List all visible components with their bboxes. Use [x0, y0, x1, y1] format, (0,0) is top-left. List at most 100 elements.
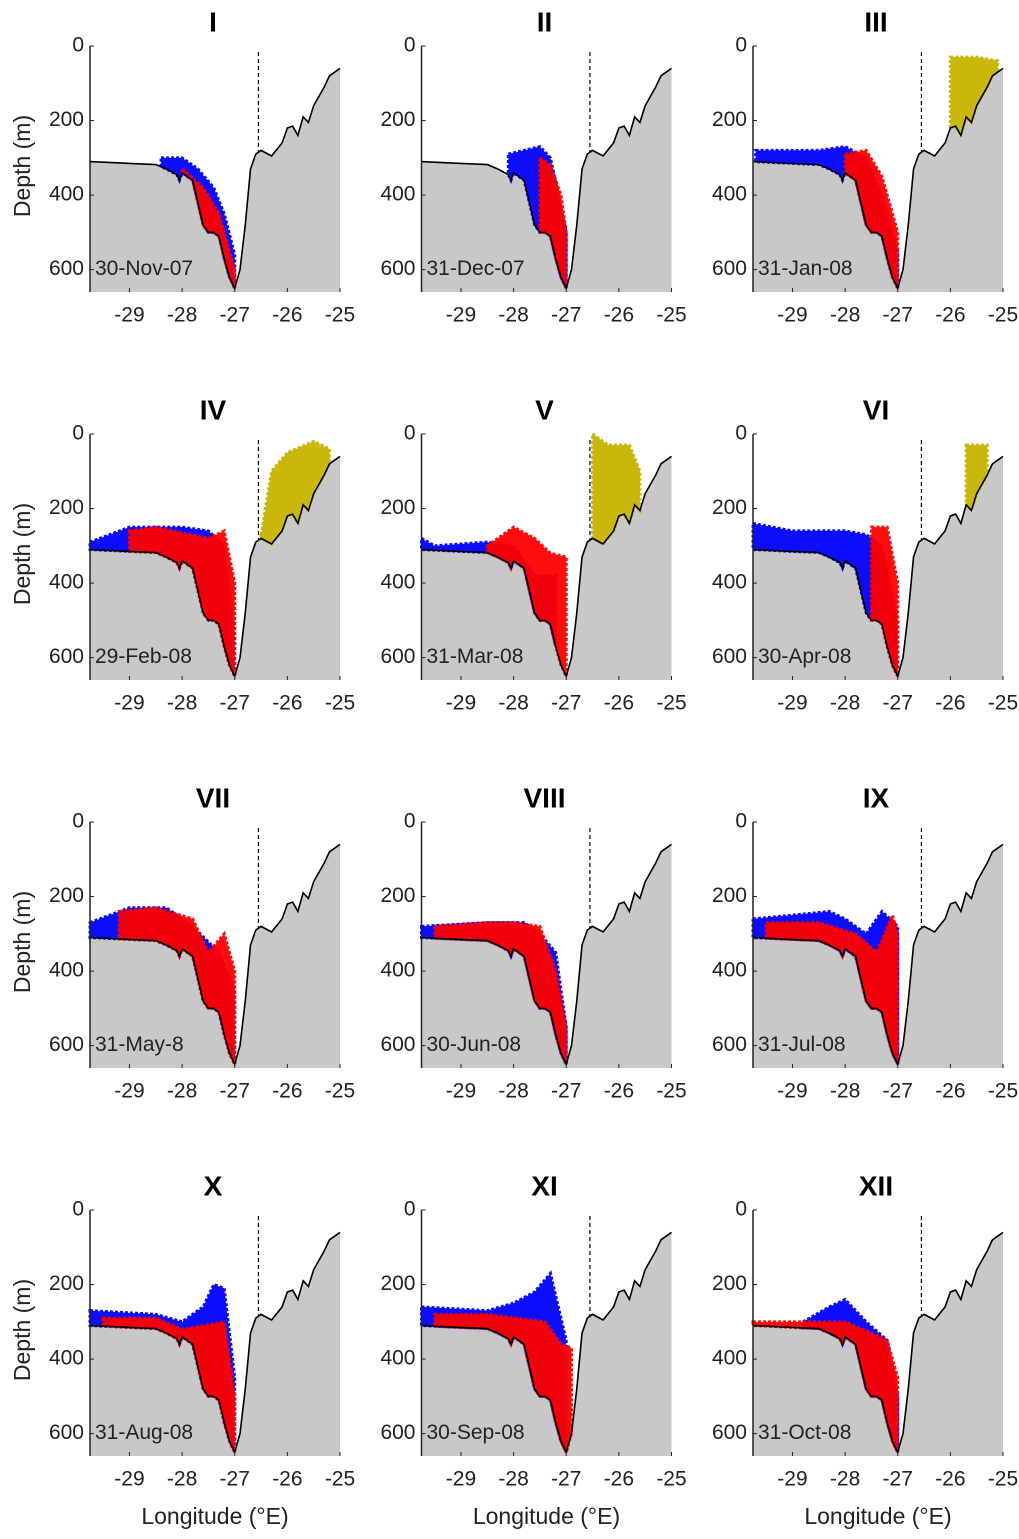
y-tick-label: 400	[380, 183, 415, 206]
x-tick-label: -27	[220, 1080, 250, 1103]
x-tick-label: -26	[935, 1468, 965, 1491]
x-axis-label: Longitude (°E)	[473, 1503, 620, 1529]
seabed	[90, 456, 340, 680]
x-tick-label: -28	[167, 1468, 197, 1491]
date-label: 31-Jan-08	[758, 257, 853, 280]
y-axis-label: Depth (m)	[9, 115, 35, 217]
x-tick-label: -26	[272, 304, 302, 327]
panel-title: X	[204, 1170, 223, 1201]
y-tick-label: 0	[72, 422, 84, 445]
x-tick-label: -29	[446, 1080, 476, 1103]
panel-title: XI	[531, 1170, 557, 1201]
x-tick-label: -25	[656, 1080, 686, 1103]
date-label: 30-Apr-08	[758, 645, 851, 668]
x-tick-label: -26	[604, 304, 634, 327]
x-tick-label: -26	[272, 1080, 302, 1103]
y-tick-label: 200	[380, 496, 415, 519]
y-tick-label: 200	[380, 1272, 415, 1295]
x-tick-label: -29	[777, 304, 807, 327]
x-tick-label: -29	[114, 304, 144, 327]
x-tick-label: -25	[325, 304, 355, 327]
x-tick-label: -29	[446, 692, 476, 715]
x-tick-label: -26	[604, 1468, 634, 1491]
seabed	[421, 456, 672, 680]
x-tick-label: -26	[272, 1468, 302, 1491]
y-tick-label: 400	[49, 959, 84, 982]
x-tick-label: -29	[777, 1468, 807, 1491]
x-tick-label: -29	[446, 1468, 476, 1491]
x-tick-label: -27	[551, 1468, 581, 1491]
y-tick-label: 200	[49, 496, 84, 519]
x-tick-label: -25	[988, 304, 1018, 327]
x-tick-label: -28	[167, 692, 197, 715]
x-tick-label: -28	[498, 1468, 528, 1491]
seabed	[421, 844, 672, 1068]
x-tick-label: -27	[551, 304, 581, 327]
y-tick-label: 200	[712, 1272, 747, 1295]
x-tick-label: -25	[325, 1080, 355, 1103]
cloud	[948, 55, 1000, 140]
seabed	[753, 68, 1003, 292]
x-tick-label: -27	[551, 692, 581, 715]
date-label: 30-Sep-08	[427, 1421, 525, 1444]
panel-title: IX	[863, 782, 890, 813]
y-tick-label: 0	[735, 422, 747, 445]
y-axis-label: Depth (m)	[9, 1279, 35, 1381]
panel-title: II	[537, 6, 553, 37]
x-tick-label: -26	[935, 692, 965, 715]
y-axis-label: Depth (m)	[9, 503, 35, 605]
y-tick-label: 200	[712, 496, 747, 519]
date-label: 31-May-8	[95, 1033, 184, 1056]
y-tick-label: 200	[49, 1272, 84, 1295]
x-tick-label: -26	[935, 304, 965, 327]
y-tick-label: 600	[380, 1033, 415, 1056]
y-tick-label: 400	[380, 571, 415, 594]
panel-title: VIII	[523, 782, 565, 813]
y-tick-label: 600	[49, 645, 84, 668]
seabed	[753, 844, 1003, 1068]
date-label: 31-Jul-08	[758, 1033, 846, 1056]
x-tick-label: -25	[988, 692, 1018, 715]
x-tick-label: -28	[498, 1080, 528, 1103]
y-tick-label: 400	[380, 959, 415, 982]
seabed-line	[89, 843, 341, 1067]
y-tick-label: 600	[712, 1421, 747, 1444]
seabed	[90, 1232, 340, 1456]
panel-title: XII	[859, 1170, 893, 1201]
x-tick-label: -29	[446, 304, 476, 327]
panel-title: V	[535, 394, 554, 425]
x-tick-label: -26	[604, 1080, 634, 1103]
seabed-line	[89, 1231, 341, 1455]
seabed-line	[421, 1231, 672, 1455]
x-tick-label: -27	[220, 1468, 250, 1491]
y-tick-label: 0	[404, 34, 416, 57]
y-tick-label: 0	[404, 1198, 416, 1221]
y-tick-label: 200	[380, 108, 415, 131]
y-tick-label: 200	[49, 884, 84, 907]
y-tick-label: 200	[712, 108, 747, 131]
y-tick-label: 600	[380, 1421, 415, 1444]
seabed-line	[752, 455, 1004, 679]
y-tick-label: 200	[380, 884, 415, 907]
seabed-line	[89, 67, 341, 291]
y-tick-label: 600	[49, 257, 84, 280]
x-tick-label: -27	[883, 1468, 913, 1491]
panel-title: I	[209, 6, 217, 37]
x-tick-label: -25	[325, 692, 355, 715]
date-label: 31-Mar-08	[427, 645, 524, 668]
x-tick-label: -28	[830, 1080, 860, 1103]
x-axis-label: Longitude (°E)	[141, 1503, 288, 1529]
y-tick-label: 400	[712, 1347, 747, 1370]
y-tick-label: 200	[49, 108, 84, 131]
x-axis-label: Longitude (°E)	[804, 1503, 951, 1529]
y-tick-label: 600	[712, 1033, 747, 1056]
y-tick-label: 0	[735, 1198, 747, 1221]
y-tick-label: 400	[49, 571, 84, 594]
seabed-line	[752, 1231, 1004, 1455]
x-tick-label: -29	[114, 692, 144, 715]
seabed-line	[752, 843, 1004, 1067]
x-tick-label: -25	[656, 692, 686, 715]
y-tick-label: 400	[49, 1347, 84, 1370]
x-tick-label: -26	[604, 692, 634, 715]
